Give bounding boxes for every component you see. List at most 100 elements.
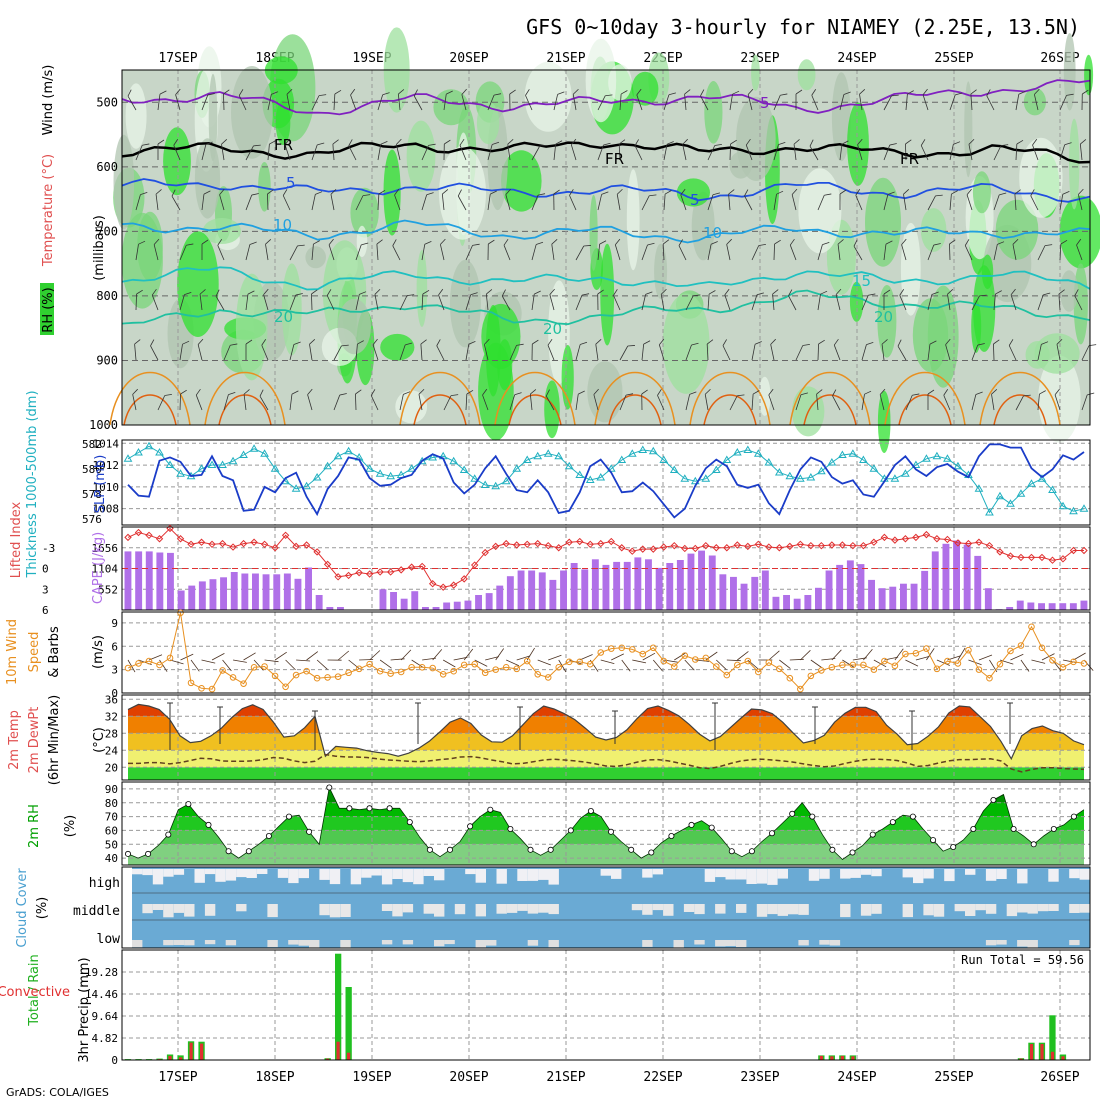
- wind-barb: [267, 91, 279, 111]
- date-label-bottom: 17SEP: [158, 1070, 197, 1085]
- cloud-low-cell: [434, 940, 445, 947]
- cape-bar: [188, 585, 196, 610]
- wind-barb-staff: [1034, 94, 1039, 111]
- wind-barb: [619, 90, 628, 111]
- wind-barb-staff: [179, 294, 185, 311]
- wind-barb-staff: [503, 245, 511, 261]
- wind-barb: [707, 241, 718, 261]
- cloud-high-cell: [923, 869, 934, 879]
- cloud-high-cell: [517, 869, 528, 881]
- wind-barb-staff: [569, 195, 577, 211]
- wind-barb-flag: [307, 388, 313, 395]
- cloud-mid-cell: [1048, 904, 1059, 911]
- cloud-mid-cell: [840, 904, 851, 918]
- wind-barb: [459, 138, 467, 161]
- cape-bar: [676, 560, 684, 610]
- wind-barb-staff: [991, 394, 995, 411]
- wind-barb-flag: [405, 342, 413, 346]
- thickness-point: [249, 444, 259, 452]
- wind-barb-staff: [197, 344, 203, 361]
- cape-bar: [836, 564, 844, 610]
- cloud-mid-cell: [683, 904, 695, 912]
- wind-barb-flag: [140, 192, 148, 196]
- cape-bar: [857, 564, 865, 610]
- wind-barb-staff: [326, 295, 335, 311]
- wind-barb: [1058, 289, 1065, 311]
- wind-barb: [597, 289, 604, 311]
- rh-point: [708, 824, 715, 831]
- wind-barb-10m: [1020, 659, 1030, 672]
- wind-barb-staff: [501, 295, 511, 311]
- cloud-high-cell: [808, 869, 820, 881]
- wind-barb: [135, 289, 143, 311]
- cape-bar: [283, 573, 291, 610]
- wind-barb-flag: [879, 388, 886, 395]
- wind-barb-staff: [1081, 394, 1088, 411]
- wind-barb: [927, 194, 943, 211]
- wind-barb: [729, 90, 740, 111]
- wind-barb-10m: [306, 651, 319, 661]
- lifted-index-point: [197, 538, 206, 546]
- cloud-high-cell: [204, 869, 216, 875]
- wind-barb-staff: [135, 194, 141, 211]
- cape-bar: [900, 583, 907, 610]
- wind-barb: [817, 339, 825, 361]
- lifted-index-point: [470, 561, 479, 569]
- rh-point: [386, 805, 393, 812]
- wind-speed-point: [187, 679, 195, 687]
- wind-barb-staff: [663, 144, 668, 161]
- thickness-point: [669, 465, 679, 473]
- wind-barb: [905, 139, 912, 161]
- wind-speed-point: [744, 657, 752, 665]
- lifted-index-point: [712, 544, 721, 552]
- wind-barb-flag: [572, 88, 579, 95]
- isotherm-25: [594, 371, 676, 426]
- lifted-index-point: [891, 536, 899, 544]
- wind-barb: [922, 88, 929, 111]
- wind-barb-staff: [1059, 95, 1067, 111]
- thickness-point: [375, 469, 385, 477]
- wind-barb-flag: [253, 144, 261, 147]
- wind-barb-flag: [891, 94, 899, 97]
- wind-barb-staff: [1081, 345, 1090, 361]
- wind-barb: [282, 189, 291, 211]
- cloud-high-cell: [298, 869, 309, 879]
- isotherm-30: [993, 394, 1047, 426]
- wind-barb: [267, 189, 274, 211]
- temp-tick: 20: [105, 761, 118, 774]
- wind-barb: [377, 140, 388, 161]
- wind-barb: [773, 93, 788, 111]
- thickness-point: [123, 454, 133, 462]
- wind-barb-10m: [621, 659, 631, 672]
- wind-barb-staff: [729, 395, 738, 411]
- wind-barb-staff: [641, 344, 645, 361]
- wind-barb-flag: [426, 192, 434, 196]
- wind-barb-staff: [1037, 394, 1040, 411]
- wind-barb-flag: [332, 139, 339, 145]
- wind-barb: [575, 390, 585, 411]
- wind-barb: [663, 92, 676, 111]
- thickness-point: [690, 476, 700, 485]
- cloud-mid-cell: [454, 904, 466, 915]
- thickness-point: [1037, 474, 1047, 482]
- wind-barb-staff: [816, 394, 819, 411]
- wind-barb: [883, 191, 895, 211]
- lifted-index-point: [1006, 552, 1015, 560]
- lifted-index-point: [964, 539, 973, 548]
- wind-barb-flag: [1039, 390, 1046, 395]
- wind-barb-flag: [549, 288, 555, 295]
- wind-barb-staff: [971, 295, 980, 311]
- cape-bar: [1048, 603, 1056, 610]
- thickness-point: [333, 451, 343, 460]
- wind-barb: [1015, 90, 1026, 111]
- rh-patch: [920, 208, 947, 252]
- date-label-top: 23SEP: [740, 51, 779, 66]
- wind-barb-flag: [428, 143, 436, 146]
- wind-barb: [355, 194, 371, 211]
- wind-barb-staff: [751, 294, 758, 311]
- wind-barb-flag: [230, 343, 238, 346]
- wind-barb-flag: [420, 339, 427, 345]
- wind-barb-staff: [795, 345, 804, 361]
- thickness-point: [848, 449, 858, 457]
- wind-barb: [1059, 93, 1074, 111]
